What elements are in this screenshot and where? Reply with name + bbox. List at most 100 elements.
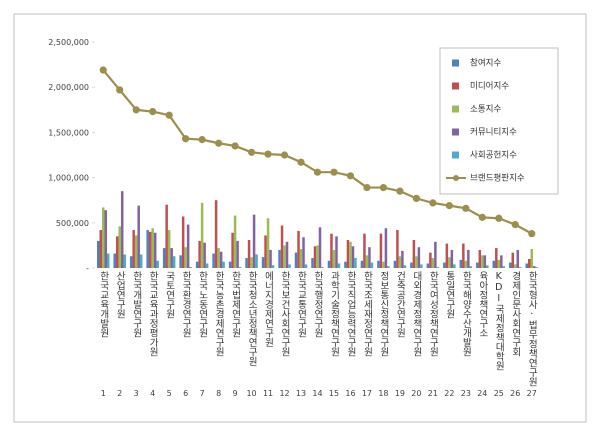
- bar: [459, 259, 463, 268]
- legend-label: 참여지수: [470, 58, 501, 69]
- bar: [137, 205, 140, 268]
- bar: [321, 267, 324, 268]
- bar: [398, 256, 402, 268]
- line-marker: [478, 213, 486, 221]
- bar: [189, 267, 192, 268]
- bar: [351, 246, 355, 268]
- line-marker: [231, 142, 239, 150]
- bar: [219, 251, 223, 268]
- bar: [96, 240, 100, 268]
- y-tick-label: 2,500,000: [48, 38, 89, 47]
- legend-swatch: [452, 82, 459, 90]
- bar: [236, 240, 239, 268]
- bar: [266, 218, 270, 268]
- line-marker: [297, 158, 305, 166]
- line-marker: [528, 230, 536, 238]
- rank-label: 1: [101, 389, 106, 398]
- legend-marker: [453, 175, 459, 181]
- bar: [123, 254, 126, 268]
- bar: [104, 210, 107, 268]
- legend-label: 사회공헌지수: [470, 151, 517, 161]
- x-tick-label: 국토연구원: [164, 271, 175, 319]
- bar: [203, 242, 206, 268]
- bar: [252, 214, 256, 268]
- bar: [393, 260, 397, 268]
- rank-label: 24: [477, 389, 487, 398]
- line-marker: [313, 168, 322, 176]
- rank-label: 20: [411, 389, 421, 398]
- bar: [167, 230, 171, 268]
- bar: [311, 258, 314, 268]
- x-tick-label: 한국여성정책연구원: [427, 271, 438, 357]
- bar: [172, 256, 176, 268]
- bar: [255, 254, 258, 268]
- x-tick-label: 한국행정연구원: [312, 271, 323, 338]
- bar: [245, 258, 248, 268]
- bar: [384, 228, 388, 268]
- bar: [280, 225, 284, 268]
- bar: [462, 243, 465, 268]
- bar: [415, 256, 418, 268]
- bar: [165, 204, 168, 268]
- line-marker: [165, 111, 173, 119]
- line-marker: [198, 136, 206, 144]
- bar: [354, 258, 357, 268]
- legend-box: [439, 47, 559, 195]
- bar: [412, 239, 416, 268]
- bar: [396, 230, 399, 268]
- bar: [429, 252, 432, 268]
- bar: [129, 256, 133, 268]
- line-marker: [462, 204, 470, 212]
- x-tick-label: 한국개발연구원: [131, 271, 142, 338]
- bar: [483, 255, 487, 268]
- bar: [151, 228, 154, 268]
- bar: [443, 262, 446, 268]
- rank-label: 23: [461, 389, 471, 398]
- x-tick-label: 대외경제정책연구원: [411, 271, 422, 357]
- bar: [349, 241, 352, 268]
- bar: [316, 245, 319, 268]
- bar: [330, 233, 333, 268]
- bar: [365, 255, 369, 268]
- bar: [519, 267, 522, 268]
- bar: [377, 260, 380, 268]
- line-marker: [346, 172, 355, 180]
- line-marker: [132, 106, 140, 114]
- rank-label: 12: [279, 389, 289, 398]
- bar: [469, 266, 473, 268]
- x-tick-label: 한국해양수산개발원: [460, 271, 471, 357]
- bar: [363, 233, 366, 268]
- bar: [99, 230, 102, 268]
- bar: [118, 226, 121, 268]
- bar: [431, 258, 435, 268]
- line-marker: [280, 151, 289, 159]
- y-tick-label: -: [86, 264, 89, 273]
- bar: [101, 207, 105, 268]
- rank-label: 5: [167, 389, 172, 398]
- bar: [327, 260, 331, 268]
- bar: [486, 265, 489, 268]
- bar: [250, 257, 253, 268]
- legend-swatch: [452, 151, 459, 159]
- bar: [533, 266, 536, 268]
- bar: [212, 253, 215, 268]
- bar: [153, 232, 157, 268]
- y-tick-label: 1,500,000: [48, 128, 89, 137]
- bar: [530, 249, 534, 268]
- x-tick-label: 한국교육개발원: [98, 271, 109, 338]
- bar: [222, 261, 225, 268]
- bar: [514, 264, 517, 268]
- y-tick-label: 2,000,000: [48, 83, 89, 92]
- legend-label: 브랜드평판지수: [470, 173, 525, 184]
- x-tick-label: 한국법제연구원: [230, 271, 241, 338]
- bar: [269, 249, 272, 268]
- bar: [464, 260, 468, 268]
- line-marker: [182, 135, 190, 143]
- bar: [502, 266, 506, 268]
- bar: [525, 263, 529, 268]
- bar: [492, 260, 496, 268]
- bar: [247, 239, 251, 268]
- bar: [445, 243, 449, 268]
- bar: [511, 252, 515, 268]
- bar: [516, 249, 520, 268]
